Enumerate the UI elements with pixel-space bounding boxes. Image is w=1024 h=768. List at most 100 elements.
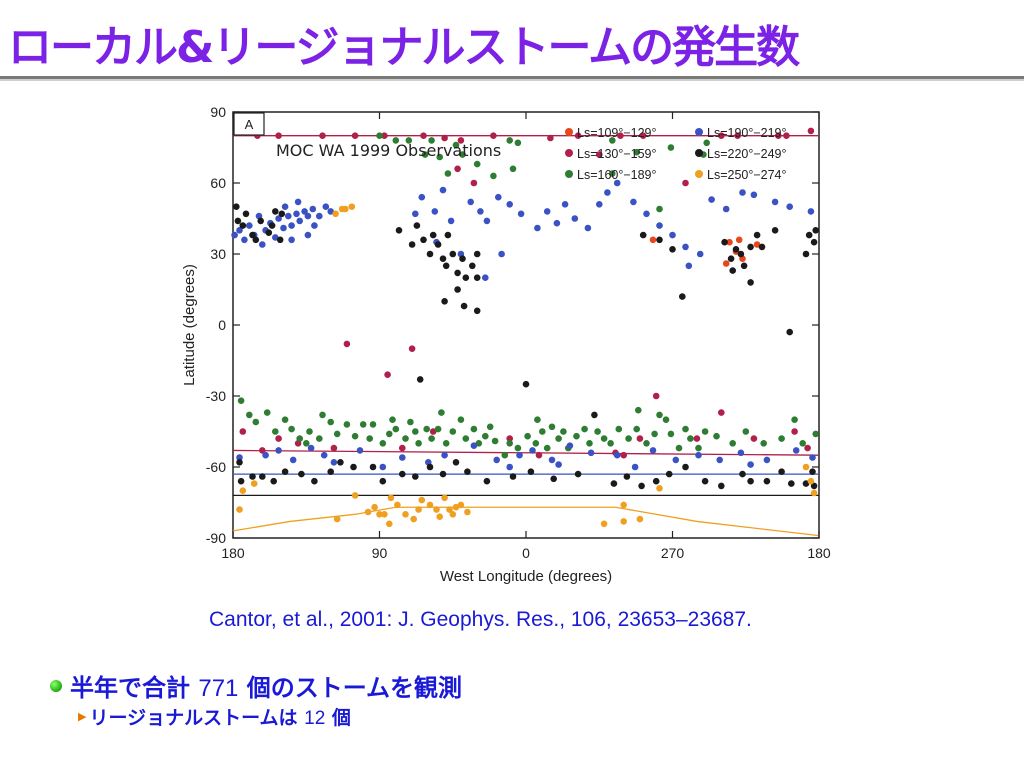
data-point-s3	[459, 151, 466, 158]
data-point-s3	[667, 144, 675, 151]
data-point-s2	[804, 444, 811, 452]
data-point-s2	[617, 132, 624, 139]
data-point-s6	[802, 463, 810, 471]
data-point-s5	[638, 482, 645, 490]
data-point-s5	[416, 376, 424, 383]
y-tick-label: -90	[206, 530, 226, 546]
data-point-s5	[469, 262, 476, 270]
data-point-s4	[307, 444, 315, 452]
data-point-s5	[763, 477, 771, 485]
data-point-s3	[246, 411, 253, 419]
data-point-s5	[805, 231, 813, 239]
data-point-s3	[482, 432, 489, 440]
legend-marker-s5	[695, 149, 703, 157]
data-point-s3	[509, 165, 517, 173]
data-point-s2	[574, 132, 582, 139]
data-point-s5	[771, 227, 779, 234]
reference-line-1	[232, 449, 820, 456]
data-point-s3	[555, 435, 562, 442]
data-point-s3	[379, 440, 387, 447]
title-underline	[0, 76, 1024, 79]
data-point-s5	[259, 473, 266, 480]
data-point-s2	[636, 435, 644, 442]
data-point-s4	[477, 208, 484, 215]
data-point-s5	[252, 236, 260, 244]
data-point-s1	[735, 236, 743, 244]
data-point-s5	[242, 210, 250, 218]
data-point-s3	[490, 172, 497, 180]
data-point-s3	[675, 444, 683, 452]
data-point-s5	[412, 473, 419, 480]
data-point-s5	[786, 328, 793, 336]
bullet-dot-icon	[50, 679, 62, 692]
data-point-s5	[268, 222, 276, 229]
data-point-s3	[506, 137, 513, 144]
data-point-s5	[459, 255, 466, 262]
data-point-s4	[275, 447, 282, 454]
data-point-s4	[330, 459, 338, 466]
data-point-s3	[376, 132, 383, 139]
data-point-s3	[548, 423, 556, 431]
data-point-s3	[687, 435, 694, 442]
data-point-s3	[491, 437, 499, 445]
legend-label-s2: Ls=130°−159°	[577, 147, 657, 161]
data-point-s5	[701, 477, 709, 485]
figure: 90 60 30 0 -30 -60 -90 180 90 0 270 180 A MOC WA 19…	[176, 98, 840, 592]
bullet-text: 半年で合計 771 個のストームを観測	[70, 674, 463, 702]
data-point-s2	[408, 345, 416, 352]
data-point-s3	[402, 435, 409, 442]
data-point-s4	[418, 193, 426, 201]
data-point-s3	[428, 435, 435, 442]
data-point-s5	[311, 477, 318, 485]
data-point-s4	[467, 198, 475, 206]
data-point-s4	[763, 456, 771, 464]
data-point-s5	[727, 255, 735, 262]
data-point-s5	[272, 208, 279, 215]
data-point-s2	[639, 132, 647, 139]
data-point-s4	[669, 231, 676, 239]
data-point-s4	[447, 217, 455, 225]
data-point-s3	[742, 428, 750, 435]
data-point-s3	[701, 428, 709, 435]
data-point-s5	[652, 477, 660, 485]
data-point-s5	[452, 459, 460, 466]
data-point-s4	[495, 193, 502, 201]
data-point-s6	[441, 494, 448, 502]
legend-label-s5: Ls=220°−249°	[707, 147, 787, 161]
data-point-s3	[405, 137, 413, 144]
data-point-s5	[298, 470, 305, 478]
data-point-s3	[319, 411, 326, 419]
data-point-s6	[342, 205, 349, 213]
data-point-s6	[807, 477, 815, 485]
data-point-s2	[775, 132, 782, 139]
data-point-s3	[306, 428, 313, 435]
data-point-s3	[633, 425, 640, 433]
data-point-s4	[695, 451, 702, 459]
data-point-s3	[635, 406, 642, 414]
data-point-s4	[506, 463, 513, 471]
data-point-s3	[296, 435, 303, 442]
data-point-s4	[304, 231, 312, 239]
data-point-s3	[412, 428, 419, 435]
data-point-s4	[412, 210, 419, 218]
data-point-s5	[747, 243, 754, 251]
x-tick-label: 0	[522, 545, 530, 561]
data-point-s2	[399, 444, 406, 452]
data-point-s5	[739, 470, 746, 478]
data-point-s2	[351, 132, 359, 139]
data-point-s5	[239, 222, 247, 229]
data-point-s3	[434, 425, 442, 433]
data-point-s5	[426, 250, 434, 258]
sub-bullet-text: リージョナルストームは 12 個	[89, 707, 351, 729]
data-point-s5	[413, 222, 421, 229]
legend-marker-s1	[565, 128, 573, 136]
data-point-s3	[288, 425, 295, 433]
data-point-s5	[460, 302, 468, 310]
panel-label: A	[245, 117, 254, 132]
data-point-s4	[294, 198, 302, 206]
data-point-s6	[600, 520, 608, 528]
data-point-s5	[429, 231, 437, 239]
data-point-s3	[303, 440, 310, 447]
data-point-s3	[457, 416, 465, 424]
data-point-s2	[330, 444, 338, 452]
